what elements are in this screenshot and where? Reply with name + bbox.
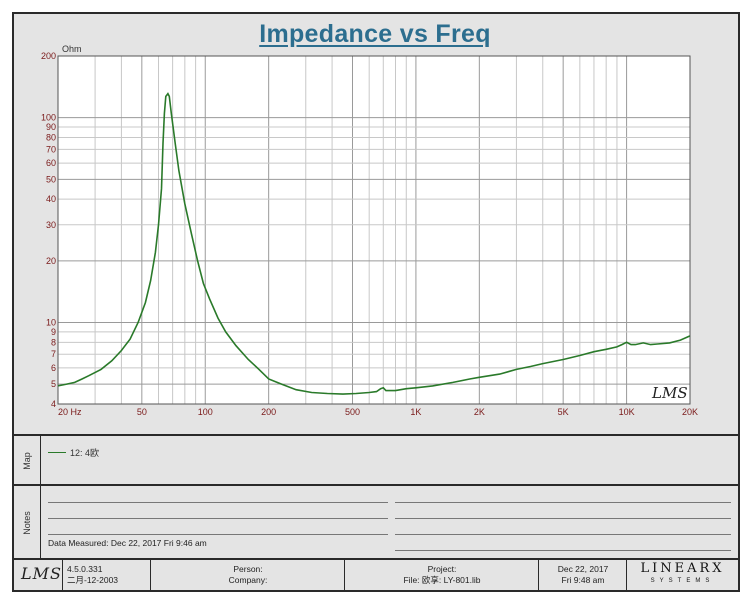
chart-area-background [58,56,690,404]
footer-date-cell: Dec 22, 2017 Fri 9:48 am [539,560,627,591]
x-tick-label: 20 Hz [58,407,82,417]
x-tick-label: 2K [474,407,485,417]
map-label: Map [21,452,32,470]
linearx-logo: LINEARX [640,561,725,576]
note-line [48,534,388,535]
footer-project-cell: Project: File: 欧享: LY-801.lib [345,560,539,591]
legend-swatch [48,452,66,453]
project-label: Project: [427,564,457,574]
footer-lms-cell: LMS [13,560,63,591]
x-tick-label: 200 [261,407,276,417]
notes-side-label: Notes [13,486,41,560]
x-tick-label: 5K [558,407,569,417]
data-measured: Data Measured: Dec 22, 2017 Fri 9:46 am [48,538,207,548]
y-tick-label: 8 [51,337,56,347]
version-date: 二月-12-2003 [67,575,119,585]
y-tick-label: 100 [41,113,56,123]
company-label: Company: [228,575,268,585]
x-tick-label: 100 [198,407,213,417]
map-panel: Map 12: 4欧 [13,434,738,486]
person-label: Person: [233,564,263,574]
x-tick-label: 10K [619,407,635,417]
note-line [395,502,731,503]
x-tick-label: 500 [345,407,360,417]
note-line [395,534,731,535]
y-tick-label: 6 [51,363,56,373]
footer-time: Fri 9:48 am [561,575,605,585]
note-line [395,550,731,551]
file-label: File: 欧享: LY-801.lib [403,575,481,585]
y-tick-label: 50 [46,174,56,184]
map-side-label: Map [13,436,41,486]
y-tick-label: 90 [46,122,56,132]
legend-label: 12: 4欧 [70,448,100,458]
y-tick-label: 5 [51,379,56,389]
y-tick-label: 70 [46,144,56,154]
note-line [395,518,731,519]
notes-panel: Notes Data Measured: Dec 22, 2017 Fri 9:… [13,484,738,560]
version: 4.5.0.331 [67,564,103,574]
lms-watermark: LMS [651,384,688,402]
legend-entry[interactable]: 12: 4欧 [48,446,99,459]
footer-version-cell: 4.5.0.331 二月-12-2003 [63,560,151,591]
x-tick-label: 50 [137,407,147,417]
y-tick-label: 20 [46,256,56,266]
y-tick-label: 9 [51,327,56,337]
chart-grid [57,55,691,405]
y-tick-label: 30 [46,220,56,230]
note-line [48,518,388,519]
x-axis-ticks: 20 Hz 50 100 200 500 1K 2K 5K 10K 20K [58,407,698,417]
linearx-subtitle: SYSTEMS [650,578,715,584]
x-tick-label: 1K [410,407,421,417]
y-tick-label: 60 [46,158,56,168]
footer-brand-cell: LINEARX SYSTEMS [627,560,738,591]
notes-label: Notes [21,511,32,535]
y-tick-label: 200 [41,51,56,61]
y-tick-label: 80 [46,133,56,143]
footer-person-cell: Person: Company: [151,560,345,591]
impedance-series-line [57,92,691,395]
y-tick-label: 7 [51,349,56,359]
y-tick-label: 40 [46,194,56,204]
footer: LMS 4.5.0.331 二月-12-2003 Person: Company… [13,558,738,593]
x-tick-label: 20K [682,407,698,417]
y-tick-label: 4 [51,399,56,409]
y-tick-label: 10 [46,317,56,327]
footer-date: Dec 22, 2017 [557,564,609,574]
y-axis-unit: Ohm [62,44,82,54]
note-line [48,502,388,503]
lms-logo: LMS [21,564,62,583]
chart-title: Impedance vs Freq [259,20,491,48]
chart-area-border [57,55,691,405]
